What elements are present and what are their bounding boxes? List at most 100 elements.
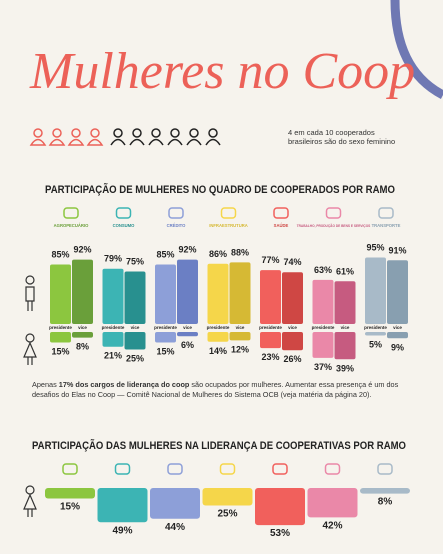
women-bar (387, 332, 408, 339)
women-bar (102, 332, 124, 347)
leadership-value-label: 15% (60, 502, 80, 513)
men-bar (229, 262, 251, 324)
role-label: vice (288, 325, 297, 330)
men-bar (102, 268, 124, 324)
men-bar (312, 279, 334, 324)
leadership-bar (45, 488, 95, 499)
role-label: presidente (364, 325, 387, 330)
women-value-label: 6% (181, 340, 194, 350)
women-bar (312, 332, 334, 358)
section-title: PARTICIPAÇÃO DE MULHERES NO QUADRO DE CO… (45, 183, 395, 196)
role-label: vice (236, 325, 245, 330)
branch-icon (115, 207, 132, 219)
leadership-value-label: 25% (217, 509, 237, 520)
woman-icon (23, 333, 37, 365)
men-value-label: 75% (126, 257, 144, 267)
people-icons (29, 128, 221, 146)
branch-label: CONSUMO (113, 223, 136, 228)
note-text: são ocupados por mulheres. Aumentar essa… (32, 380, 399, 399)
men-bar (50, 264, 71, 324)
leadership-value-label: 42% (322, 520, 342, 531)
men-value-label: 79% (104, 254, 122, 264)
men-bar (282, 272, 303, 324)
men-bar (155, 264, 176, 324)
branch-icon (324, 463, 341, 475)
women-value-label: 26% (283, 354, 301, 364)
women-value-label: 23% (261, 352, 279, 362)
role-label: vice (131, 325, 140, 330)
branch-icon (377, 463, 393, 475)
role-label: presidente (154, 325, 177, 330)
women-value-label: 15% (51, 347, 69, 357)
women-bar (207, 332, 229, 342)
branch-icon (378, 207, 394, 219)
note-text: Apenas (32, 380, 57, 389)
role-label: vice (78, 325, 87, 330)
men-value-label: 63% (314, 265, 332, 275)
title: Mulheres no Coop (29, 43, 415, 100)
branch-icon (167, 463, 183, 475)
men-bar (334, 281, 356, 324)
women-bar (260, 332, 281, 349)
men-value-label: 92% (73, 245, 91, 255)
women-value-label: 15% (156, 347, 174, 357)
women-value-label: 25% (126, 354, 144, 364)
branch-icon (114, 463, 131, 475)
men-bar (124, 271, 146, 324)
role-label: presidente (49, 325, 72, 330)
women-bar (177, 332, 198, 337)
men-bar (387, 260, 408, 324)
branch-icon (63, 207, 79, 219)
men-value-label: 61% (336, 266, 354, 276)
role-label: vice (341, 325, 350, 330)
note: Apenas 17% dos cargos de liderança do co… (32, 380, 412, 400)
leadership-bar (307, 488, 358, 518)
women-bar (334, 332, 356, 360)
women-bar (365, 332, 386, 336)
women-value-label: 8% (76, 342, 89, 352)
section-title: PARTICIPAÇÃO DAS MULHERES NA LIDERANÇA D… (32, 439, 406, 452)
leadership-bar (255, 488, 305, 526)
note-highlight: 17% dos cargos de liderança do coop (58, 380, 190, 389)
women-bar (155, 332, 176, 343)
men-bar (207, 263, 229, 324)
stat-text: 4 em cada 10 cooperados brasileiros são … (288, 128, 396, 146)
role-label: presidente (102, 325, 125, 330)
leadership-value-label: 53% (270, 528, 290, 539)
men-value-label: 74% (283, 257, 301, 267)
role-label: presidente (207, 325, 230, 330)
men-bar (365, 257, 386, 324)
men-value-label: 91% (388, 245, 406, 255)
men-bar (72, 259, 93, 324)
men-value-label: 85% (156, 250, 174, 260)
men-value-label: 77% (261, 255, 279, 265)
women-bar (282, 332, 303, 351)
leadership-bar (97, 488, 148, 523)
branch-icon (168, 207, 184, 219)
men-bar (177, 259, 198, 324)
women-bar (229, 332, 251, 341)
women-value-label: 9% (391, 342, 404, 352)
leadership-bar (150, 488, 200, 519)
branch-label: AGROPECUÁRIO (54, 223, 89, 228)
role-label: vice (393, 325, 402, 330)
branch-label: TRANSPORTE (372, 223, 401, 228)
branch-icon (220, 207, 237, 219)
leadership-bar (360, 488, 410, 494)
branch-icon (219, 463, 236, 475)
women-value-label: 5% (369, 340, 382, 350)
branch-icon (272, 463, 288, 475)
women-bar (50, 332, 71, 343)
branch-icon (273, 207, 289, 219)
men-value-label: 85% (51, 250, 69, 260)
men-value-label: 86% (209, 249, 227, 259)
woman-icon (23, 485, 37, 517)
leadership-value-label: 8% (378, 497, 393, 508)
women-value-label: 12% (231, 344, 249, 354)
branch-label: CRÉDITO (167, 223, 187, 228)
men-value-label: 92% (178, 245, 196, 255)
women-value-label: 37% (314, 362, 332, 372)
decor-arc (390, 0, 443, 99)
